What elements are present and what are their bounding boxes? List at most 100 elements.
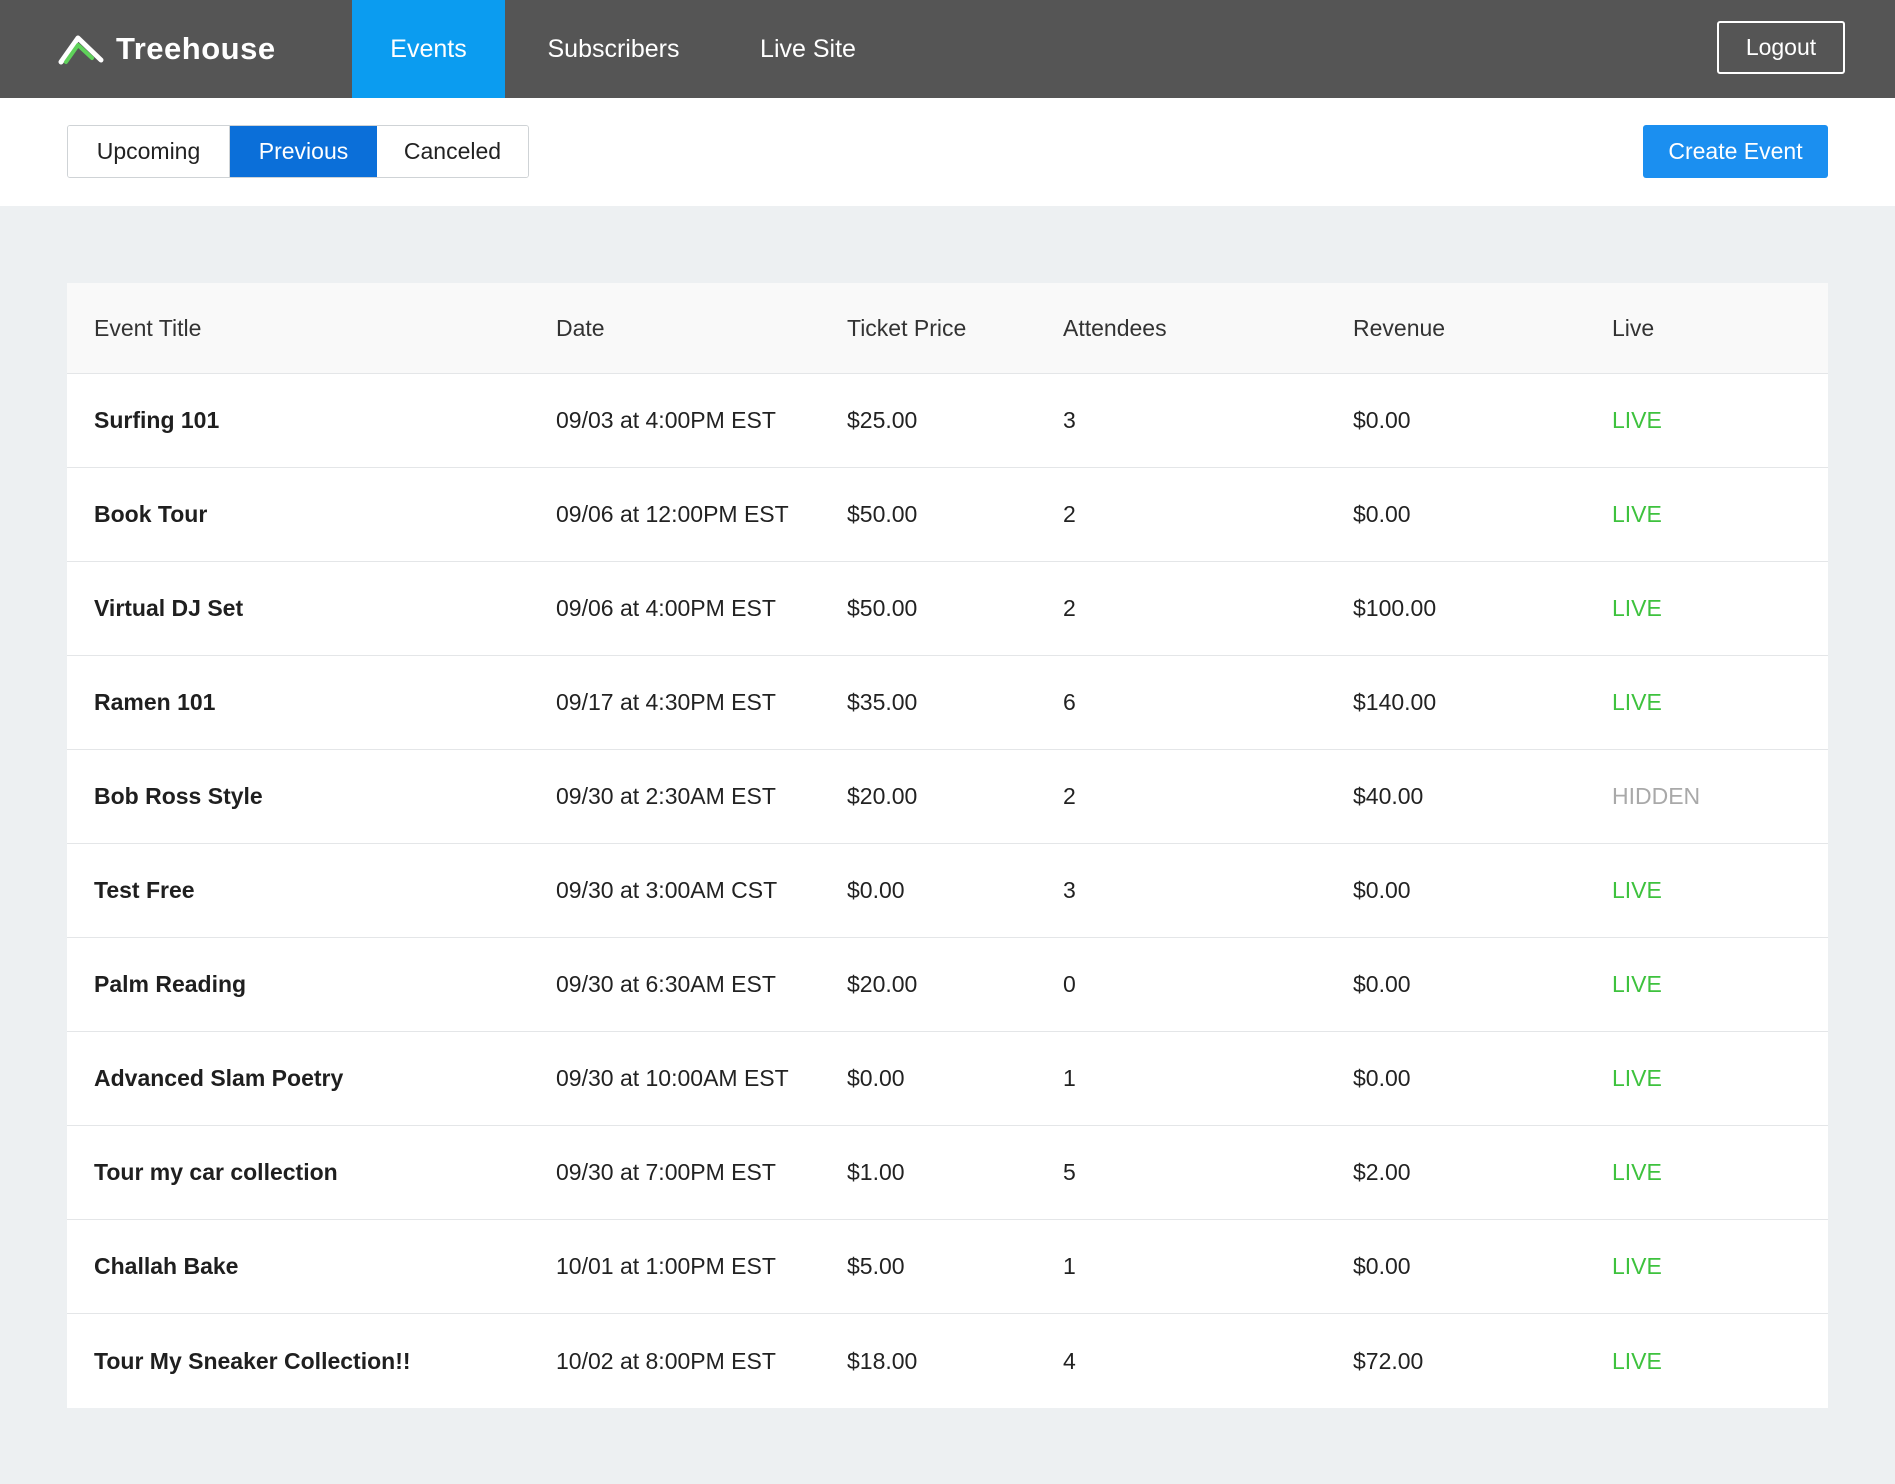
- table-row[interactable]: Advanced Slam Poetry 09/30 at 10:00AM EST…: [67, 1032, 1828, 1126]
- treehouse-logo-icon: [58, 35, 104, 65]
- revenue-cell: $0.00: [1353, 877, 1411, 903]
- ticket-price-cell: $35.00: [847, 689, 918, 715]
- event-title-cell[interactable]: Test Free: [94, 877, 195, 903]
- revenue-cell: $100.00: [1353, 595, 1437, 621]
- event-filter-tabs: Upcoming Previous Canceled: [67, 125, 529, 178]
- attendees-cell: 6: [1063, 689, 1076, 715]
- status-badge: LIVE: [1612, 877, 1662, 903]
- revenue-cell: $0.00: [1353, 407, 1411, 433]
- table-header: Event Title Date Ticket Price Attendees …: [67, 283, 1828, 374]
- table-row[interactable]: Virtual DJ Set 09/06 at 4:00PM EST $50.00 2…: [67, 562, 1828, 656]
- table-row[interactable]: Ramen 101 09/17 at 4:30PM EST $35.00 6 $140.…: [67, 656, 1828, 750]
- event-title-cell[interactable]: Tour my car collection: [94, 1159, 338, 1185]
- brand-name: Treehouse: [116, 31, 276, 66]
- column-header-ticket-price[interactable]: Ticket Price: [847, 314, 967, 341]
- nav-item-label: Subscribers: [547, 34, 680, 63]
- status-badge: HIDDEN: [1612, 783, 1701, 809]
- filter-bar: Upcoming Previous Canceled Create Event: [0, 98, 1895, 206]
- ticket-price-cell: $0.00: [847, 877, 905, 903]
- status-badge: LIVE: [1612, 1159, 1662, 1185]
- event-date-cell: 09/30 at 6:30AM EST: [556, 971, 776, 997]
- status-badge: LIVE: [1612, 1253, 1662, 1279]
- ticket-price-cell: $5.00: [847, 1253, 905, 1279]
- create-event-button-label: Create Event: [1668, 138, 1803, 164]
- create-event-button[interactable]: Create Event: [1643, 125, 1828, 178]
- event-title-cell[interactable]: Bob Ross Style: [94, 783, 263, 809]
- logout-button[interactable]: Logout: [1717, 21, 1845, 74]
- top-navigation-bar: Treehouse Events Subscribers Live Site L…: [0, 0, 1895, 98]
- attendees-cell: 2: [1063, 783, 1076, 809]
- table-row[interactable]: Tour my car collection 09/30 at 7:00PM ES…: [67, 1126, 1828, 1220]
- event-date-cell: 09/06 at 12:00PM EST: [556, 501, 789, 527]
- attendees-cell: 5: [1063, 1159, 1076, 1185]
- attendees-cell: 1: [1063, 1253, 1076, 1279]
- attendees-cell: 2: [1063, 595, 1076, 621]
- status-badge: LIVE: [1612, 1347, 1662, 1374]
- event-title-cell[interactable]: Tour My Sneaker Collection!!: [94, 1347, 411, 1374]
- ticket-price-cell: $20.00: [847, 971, 918, 997]
- revenue-cell: $72.00: [1353, 1347, 1424, 1374]
- status-badge: LIVE: [1612, 689, 1662, 715]
- table-row[interactable]: Test Free 09/30 at 3:00AM CST $0.00 3 $0.00 L…: [67, 844, 1828, 938]
- attendees-cell: 1: [1063, 1065, 1076, 1091]
- attendees-cell: 0: [1063, 971, 1076, 997]
- table-row[interactable]: Surfing 101 09/03 at 4:00PM EST $25.00 3 $0.…: [67, 374, 1828, 468]
- event-date-cell: 10/02 at 8:00PM EST: [556, 1347, 776, 1374]
- event-title-cell[interactable]: Surfing 101: [94, 407, 220, 433]
- ticket-price-cell: $50.00: [847, 595, 918, 621]
- attendees-cell: 3: [1063, 877, 1076, 903]
- event-date-cell: 09/30 at 10:00AM EST: [556, 1065, 789, 1091]
- event-date-cell: 09/30 at 2:30AM EST: [556, 783, 776, 809]
- event-title-cell[interactable]: Challah Bake: [94, 1253, 239, 1279]
- ticket-price-cell: $20.00: [847, 783, 918, 809]
- table-row[interactable]: Bob Ross Style 09/30 at 2:30AM EST $20.00 2…: [67, 750, 1828, 844]
- status-badge: LIVE: [1612, 407, 1662, 433]
- table-row[interactable]: Tour My Sneaker Collection!! 10/02 at 8:0…: [67, 1314, 1828, 1408]
- nav-item-subscribers[interactable]: Subscribers: [505, 0, 722, 98]
- revenue-cell: $0.00: [1353, 1253, 1411, 1279]
- event-title-cell[interactable]: Palm Reading: [94, 971, 247, 997]
- ticket-price-cell: $0.00: [847, 1065, 905, 1091]
- tab-canceled[interactable]: Canceled: [377, 126, 528, 177]
- tab-previous[interactable]: Previous: [230, 126, 377, 177]
- tab-label: Upcoming: [96, 138, 201, 164]
- brand[interactable]: Treehouse: [58, 30, 276, 68]
- event-date-cell: 10/01 at 1:00PM EST: [556, 1253, 776, 1279]
- event-date-cell: 09/30 at 7:00PM EST: [556, 1159, 776, 1185]
- event-title-cell[interactable]: Advanced Slam Poetry: [94, 1065, 344, 1091]
- tab-label: Canceled: [403, 138, 502, 164]
- ticket-price-cell: $18.00: [847, 1347, 918, 1374]
- revenue-cell: $0.00: [1353, 971, 1411, 997]
- ticket-price-cell: $50.00: [847, 501, 918, 527]
- nav-item-label: Live Site: [760, 34, 856, 63]
- event-date-cell: 09/06 at 4:00PM EST: [556, 595, 776, 621]
- nav-item-live-site[interactable]: Live Site: [722, 0, 894, 98]
- tab-upcoming[interactable]: Upcoming: [68, 126, 230, 177]
- column-header-attendees[interactable]: Attendees: [1063, 314, 1167, 341]
- column-header-revenue[interactable]: Revenue: [1353, 314, 1446, 341]
- nav-item-events[interactable]: Events: [352, 0, 505, 98]
- table-row[interactable]: Challah Bake 10/01 at 1:00PM EST $5.00 1 $0.…: [67, 1220, 1828, 1314]
- attendees-cell: 3: [1063, 407, 1076, 433]
- column-header-event-title[interactable]: Event Title: [94, 314, 202, 341]
- status-badge: LIVE: [1612, 1065, 1662, 1091]
- attendees-cell: 4: [1063, 1347, 1076, 1374]
- event-date-cell: 09/03 at 4:00PM EST: [556, 407, 776, 433]
- event-title-cell[interactable]: Ramen 101: [94, 689, 216, 715]
- revenue-cell: $0.00: [1353, 501, 1411, 527]
- column-header-date[interactable]: Date: [556, 314, 605, 341]
- column-header-live[interactable]: Live: [1612, 314, 1655, 341]
- table-row[interactable]: Palm Reading 09/30 at 6:30AM EST $20.00 0 $0…: [67, 938, 1828, 1032]
- table-body: Surfing 101 09/03 at 4:00PM EST $25.00 3 $0.…: [67, 374, 1828, 1408]
- revenue-cell: $2.00: [1353, 1159, 1411, 1185]
- logout-button-label: Logout: [1745, 34, 1817, 60]
- revenue-cell: $0.00: [1353, 1065, 1411, 1091]
- table-row[interactable]: Book Tour 09/06 at 12:00PM EST $50.00 2 $0.0…: [67, 468, 1828, 562]
- event-title-cell[interactable]: Book Tour: [94, 501, 208, 527]
- revenue-cell: $40.00: [1353, 783, 1424, 809]
- status-badge: LIVE: [1612, 595, 1662, 621]
- nav-item-label: Events: [390, 34, 467, 63]
- event-title-cell[interactable]: Virtual DJ Set: [94, 595, 244, 621]
- status-badge: LIVE: [1612, 501, 1662, 527]
- event-date-cell: 09/17 at 4:30PM EST: [556, 689, 776, 715]
